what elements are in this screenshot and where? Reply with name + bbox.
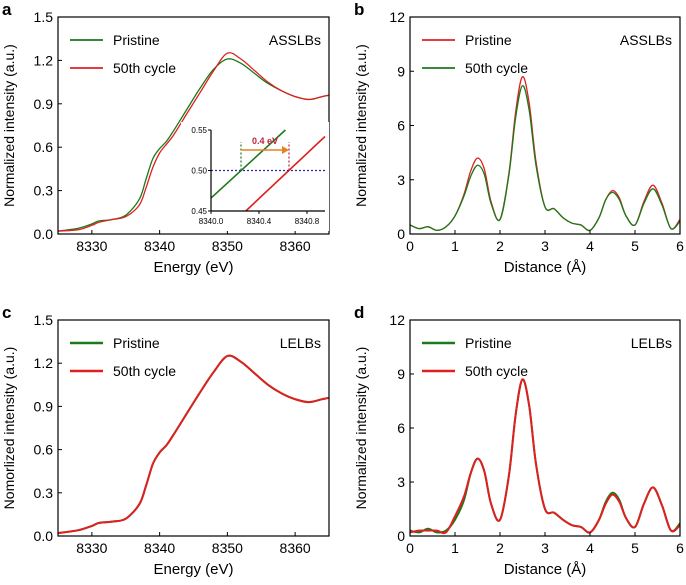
legend-label: 50th cycle — [113, 363, 176, 379]
y-axis-label: Nomorlized intensity (a.u.) — [1, 347, 17, 510]
x-tick-label: 8360 — [280, 540, 311, 556]
inset-annotation: 0.4 eV — [252, 136, 278, 146]
y-tick-label: 0 — [397, 226, 405, 242]
y-tick-label: 1.5 — [34, 9, 54, 25]
inset-x-tick-label: 8340.4 — [247, 217, 272, 226]
inset-series-line — [245, 135, 326, 212]
x-tick-label: 1 — [451, 238, 459, 254]
x-tick-label: 6 — [676, 238, 684, 254]
inset-series-line — [210, 129, 286, 199]
x-tick-label: 8360 — [280, 238, 311, 254]
legend-label: Pristine — [465, 32, 512, 48]
inset-y-tick-label: 0.45 — [191, 207, 207, 216]
series-line-pristine — [57, 354, 330, 535]
legend-label: 50th cycle — [113, 60, 176, 76]
y-axis-label: Normalized intensity (a.u.) — [1, 44, 17, 207]
legend-label: Pristine — [465, 335, 512, 351]
panel-label: b — [354, 0, 364, 19]
y-axis-label: Normalized intensity (a.u.) — [353, 44, 369, 207]
inset-y-tick-label: 0.55 — [191, 126, 207, 135]
x-tick-label: 0 — [406, 238, 414, 254]
y-tick-label: 0.3 — [34, 485, 54, 501]
x-tick-label: 8340 — [144, 540, 175, 556]
y-tick-label: 9 — [397, 366, 405, 382]
y-tick-label: 12 — [389, 9, 405, 25]
y-tick-label: 0.6 — [34, 442, 54, 458]
x-tick-label: 4 — [586, 238, 594, 254]
y-tick-label: 0.0 — [34, 226, 54, 242]
x-tick-label: 6 — [676, 540, 684, 556]
x-tick-label: 5 — [631, 540, 639, 556]
y-tick-label: 3 — [397, 172, 405, 188]
x-axis-label: Distance (Å) — [504, 561, 587, 578]
panel-a: a 8330 8340 8350 8360 0.0 0.3 0.6 0.9 1.2 1.5 Energ… — [1, 0, 330, 276]
panel-title: LELBs — [631, 335, 672, 351]
panel-title: LELBs — [280, 335, 321, 351]
series-line-50th-cycle — [57, 354, 330, 535]
x-tick-label: 8340 — [144, 238, 175, 254]
y-tick-label: 12 — [389, 312, 405, 328]
y-tick-label: 6 — [397, 118, 405, 134]
inset-background — [181, 122, 329, 231]
x-tick-label: 0 — [406, 540, 414, 556]
plot-frame — [57, 319, 330, 537]
legend-label: 50th cycle — [465, 363, 528, 379]
x-tick-label: 4 — [586, 540, 594, 556]
y-tick-label: 1.2 — [34, 355, 54, 371]
panel-title: ASSLBs — [269, 32, 321, 48]
y-tick-label: 1.2 — [34, 52, 54, 68]
y-tick-label: 6 — [397, 420, 405, 436]
x-tick-label: 8350 — [212, 238, 243, 254]
x-tick-label: 3 — [541, 238, 549, 254]
legend-label: 50th cycle — [465, 60, 528, 76]
panel-label: d — [354, 303, 364, 322]
inset: 0.4 eV 8340.0 8340.4 8340.8 0.45 0.50 0.55 — [181, 122, 329, 231]
y-tick-label: 0.3 — [34, 183, 54, 199]
x-tick-label: 5 — [631, 238, 639, 254]
plot-frame — [409, 319, 681, 537]
legend-label: Pristine — [113, 32, 160, 48]
y-tick-label: 3 — [397, 474, 405, 490]
inset-y-tick-label: 0.50 — [191, 167, 207, 176]
panel-c: c 8330 8340 8350 8360 0.0 0.3 0.6 0.9 1.2 1.5 Energ… — [1, 303, 330, 578]
x-axis-label: Energy (eV) — [153, 259, 233, 276]
y-tick-label: 9 — [397, 63, 405, 79]
y-tick-label: 0 — [397, 528, 405, 544]
series-line-50th-cycle — [57, 52, 330, 232]
x-axis-label: Energy (eV) — [153, 561, 233, 578]
y-tick-label: 0.0 — [34, 528, 54, 544]
y-tick-label: 0.9 — [34, 398, 54, 414]
plot-frame — [409, 16, 681, 235]
x-tick-label: 8350 — [212, 540, 243, 556]
y-tick-label: 1.5 — [34, 312, 54, 328]
panel-label: a — [2, 0, 12, 19]
panel-label: c — [2, 303, 11, 322]
x-axis-label: Distance (Å) — [504, 259, 587, 276]
x-tick-label: 8330 — [76, 540, 107, 556]
x-tick-label: 1 — [451, 540, 459, 556]
series-line-50th-cycle — [409, 378, 681, 535]
x-tick-label: 3 — [541, 540, 549, 556]
inset-arrow-head — [282, 146, 289, 154]
x-tick-label: 2 — [496, 540, 504, 556]
series-line-50th-cycle — [409, 85, 681, 232]
legend-label: Pristine — [113, 335, 160, 351]
x-tick-label: 2 — [496, 238, 504, 254]
inset-x-tick-label: 8340.0 — [199, 217, 224, 226]
y-tick-label: 0.6 — [34, 139, 54, 155]
x-tick-label: 8330 — [76, 238, 107, 254]
panel-title: ASSLBs — [620, 32, 672, 48]
y-axis-label: Normalized intensity (a.u.) — [353, 347, 369, 510]
inset-x-tick-label: 8340.8 — [295, 217, 320, 226]
y-tick-label: 0.9 — [34, 96, 54, 112]
